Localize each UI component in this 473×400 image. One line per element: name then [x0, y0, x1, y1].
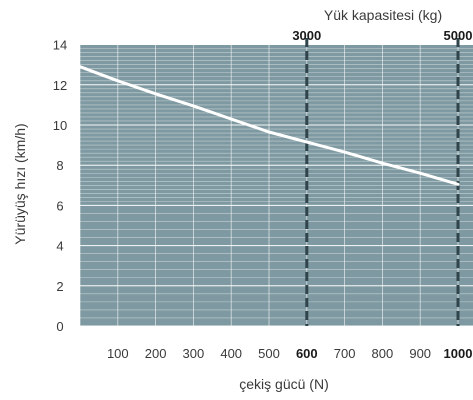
x-tick-label: 800: [372, 346, 394, 361]
y-tick-label: 0: [56, 319, 63, 334]
top-tick-label: 3000: [292, 28, 321, 43]
series-line: [78, 65, 460, 186]
y-tick-label: 6: [56, 198, 63, 213]
top-tick-label: 5000: [444, 28, 473, 43]
series: [78, 65, 460, 186]
y-tick-label: 10: [53, 118, 67, 133]
y-tick-label: 4: [56, 239, 63, 254]
y-tick-label: 2: [56, 279, 63, 294]
y-tick-label: 14: [53, 38, 67, 53]
x-axis-label: çekiş gücü (N): [239, 376, 328, 392]
x-tick-label: 500: [258, 346, 280, 361]
top-axis-label: Yük kapasitesi (kg): [324, 7, 442, 23]
grid: [79, 44, 473, 327]
x-tick-label: 1000: [444, 346, 473, 361]
x-tick-label: 100: [107, 346, 129, 361]
y-tick-labels: 0 2 4 6 8 10 12 14: [53, 38, 67, 334]
x-tick-label: 300: [183, 346, 205, 361]
y-tick-label: 12: [53, 78, 67, 93]
x-tick-label: 600: [296, 346, 318, 361]
reference-lines: [305, 38, 460, 326]
x-tick-label: 400: [220, 346, 242, 361]
y-tick-label: 8: [56, 158, 63, 173]
top-tick-labels: 3000 5000: [292, 28, 472, 43]
x-tick-label: 900: [409, 346, 431, 361]
x-tick-label: 200: [145, 346, 167, 361]
x-tick-labels: 100 200 300 400 500 600 700 800 900 1000: [107, 346, 473, 361]
x-tick-label: 700: [334, 346, 356, 361]
y-axis-label: Yürüyüş hızı (km/h): [12, 123, 28, 244]
